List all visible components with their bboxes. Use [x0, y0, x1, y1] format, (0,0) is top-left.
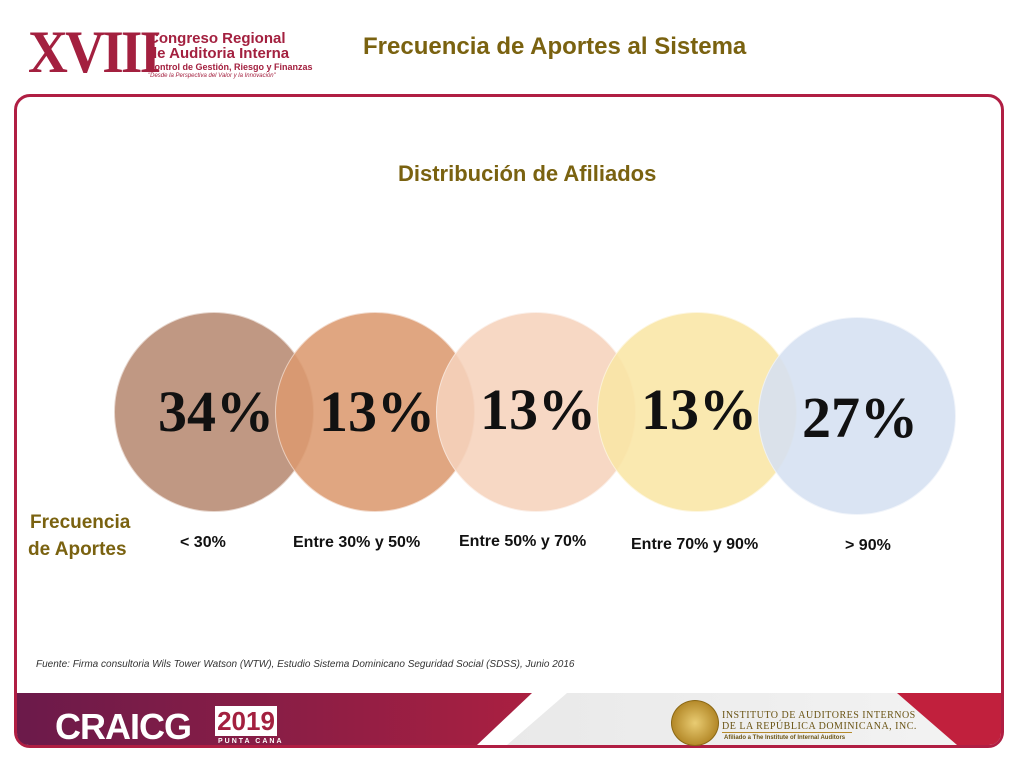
- craicg-logo-year: 2019: [215, 706, 277, 736]
- row-label-line-2: de Aportes: [28, 539, 127, 560]
- diagram-title: Distribución de Afiliados: [398, 161, 657, 186]
- logo-tagline: "Desde la Perspectiva del Valor y la Inn…: [148, 73, 276, 79]
- craicg-logo-location: PUNTA CANA: [218, 738, 284, 745]
- logo-line-1: Congreso Regional: [148, 30, 286, 47]
- logo-roman-numeral: XVIII: [28, 19, 161, 85]
- percent-label-5: 27%: [802, 385, 918, 450]
- percent-label-3: 13%: [480, 377, 596, 442]
- institute-affiliation: Afiliado a The Institute of Internal Aud…: [724, 735, 846, 741]
- institute-seal-icon: [671, 700, 719, 746]
- percent-label-4: 13%: [641, 377, 757, 442]
- category-label-5: > 90%: [845, 537, 891, 554]
- category-label-1: < 30%: [180, 534, 226, 551]
- logo-line-3: Control de Gestión, Riesgo y Finanzas: [148, 62, 313, 72]
- source-note: Fuente: Firma consultoria Wils Tower Wat…: [36, 659, 575, 670]
- logo-line-2: de Auditoria Interna: [148, 45, 290, 62]
- row-label-line-1: Frecuencia: [30, 512, 131, 533]
- percent-label-1: 34%: [158, 379, 274, 444]
- category-label-4: Entre 70% y 90%: [631, 536, 759, 553]
- footer-bar: [17, 693, 1001, 745]
- percent-label-2: 13%: [319, 379, 435, 444]
- institute-divider: [722, 732, 852, 733]
- slide-title: Frecuencia de Aportes al Sistema: [363, 33, 747, 60]
- category-label-2: Entre 30% y 50%: [293, 534, 421, 551]
- institute-name-line-1: INSTITUTO DE AUDITORES INTERNOS: [722, 710, 916, 721]
- institute-name-line-2: DE LA REPÚBLICA DOMINICANA, INC.: [722, 721, 917, 732]
- craicg-logo-text: CRAICG: [55, 706, 192, 747]
- circle-5: [758, 317, 956, 515]
- category-label-3: Entre 50% y 70%: [459, 533, 587, 550]
